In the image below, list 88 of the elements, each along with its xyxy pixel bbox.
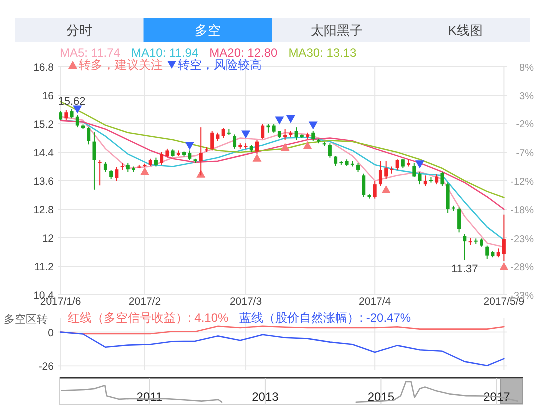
- y-tick-label: -26: [38, 361, 54, 374]
- candlestick: [401, 158, 405, 170]
- candlestick: [98, 160, 102, 186]
- candlestick: [384, 160, 388, 180]
- y2-tick-label: -28%: [510, 262, 534, 274]
- x-tick-label: 2017/3: [230, 296, 262, 308]
- point: [308, 122, 318, 130]
- candlestick: [115, 166, 119, 182]
- x-tick-label: 2017/4: [359, 296, 392, 308]
- y-tick-label: 12: [42, 233, 54, 245]
- point: [185, 142, 194, 150]
- candlestick: [435, 174, 439, 186]
- candlestick: [261, 124, 265, 140]
- point: [73, 106, 82, 114]
- candlestick: [412, 162, 416, 178]
- y2-tick-label: -12%: [510, 177, 534, 188]
- candlestick: [59, 110, 63, 121]
- y-tick-label: 13.6: [34, 176, 54, 188]
- candlestick: [440, 172, 444, 187]
- point: [275, 116, 284, 125]
- series-label: 蓝线（股价自然涨幅）: -20.47%: [240, 311, 412, 325]
- candlestick: [502, 214, 506, 262]
- text: MA20: 12.80: [210, 46, 278, 60]
- candlestick: [378, 160, 382, 187]
- y2-tick-label: -23%: [510, 234, 534, 246]
- point: [382, 186, 391, 194]
- candlestick: [70, 108, 74, 120]
- candlestick: [486, 245, 490, 260]
- candlestick: [284, 128, 288, 141]
- candlestick: [222, 128, 226, 139]
- candlestick: [294, 127, 298, 141]
- text: MA10: 11.94: [131, 46, 199, 60]
- point: [416, 160, 425, 169]
- text: MA30: 13.13: [288, 46, 358, 60]
- candlestick: [424, 175, 428, 187]
- text: MA5: 11.74: [60, 46, 121, 60]
- candlestick: [199, 127, 203, 176]
- annotation: 11.37: [452, 263, 478, 276]
- legend-label: 转多，建议关注: [79, 58, 163, 72]
- candlestick: [396, 159, 400, 171]
- annotation: 15.62: [58, 96, 86, 108]
- y-tick-label: 16.8: [34, 62, 54, 74]
- candlestick: [92, 132, 96, 190]
- candlestick: [373, 180, 377, 200]
- candlestick: [233, 134, 237, 150]
- y-axis-title: 多空区转: [4, 313, 48, 326]
- y2-tick-label: 3%: [520, 91, 534, 102]
- candlestick: [160, 152, 164, 166]
- candlestick: [362, 173, 366, 198]
- category-label: K线图: [448, 23, 483, 38]
- candlestick: [64, 110, 68, 121]
- point: [280, 143, 290, 152]
- x-tick-label: 2013: [252, 390, 280, 404]
- y-tick-label: 11.2: [34, 262, 54, 274]
- point: [286, 115, 296, 124]
- candlestick: [334, 156, 338, 167]
- point: [242, 130, 251, 139]
- x-tick-label: 2017/2: [128, 296, 162, 308]
- point: [252, 154, 262, 162]
- point: [303, 141, 312, 150]
- series-label: 红线（多空信号收益）: 4.10%: [68, 311, 230, 325]
- y2-tick-label: -7%: [516, 148, 534, 160]
- y-tick-label: 0: [48, 327, 54, 340]
- candlestick: [188, 150, 192, 161]
- candlestick: [87, 127, 91, 146]
- line-series: [60, 332, 505, 366]
- candlestick: [210, 130, 214, 152]
- line-series: [60, 120, 505, 210]
- candlestick: [458, 207, 462, 234]
- legend-label: 转空，风险较高: [178, 58, 262, 72]
- point: [140, 167, 150, 176]
- y-tick-label: 14.4: [34, 148, 54, 160]
- category-label: 多空: [195, 23, 222, 38]
- y-tick-label: 12.8: [34, 204, 54, 216]
- y-tick-label: 15.2: [34, 119, 54, 131]
- y2-tick-label: -2%: [516, 120, 534, 131]
- y2-tick-label: -18%: [510, 205, 534, 216]
- category-label: 分时: [66, 23, 92, 38]
- candlestick: [76, 114, 80, 128]
- candlestick: [312, 130, 316, 142]
- point: [500, 262, 509, 270]
- y2-tick-label: 8%: [520, 63, 534, 74]
- category-label: 太阳黑子: [310, 23, 363, 38]
- candlestick: [463, 234, 467, 261]
- y-tick-label: 16: [42, 90, 54, 102]
- candlestick: [328, 143, 332, 158]
- candlestick: [256, 140, 259, 155]
- candlestick: [104, 162, 108, 173]
